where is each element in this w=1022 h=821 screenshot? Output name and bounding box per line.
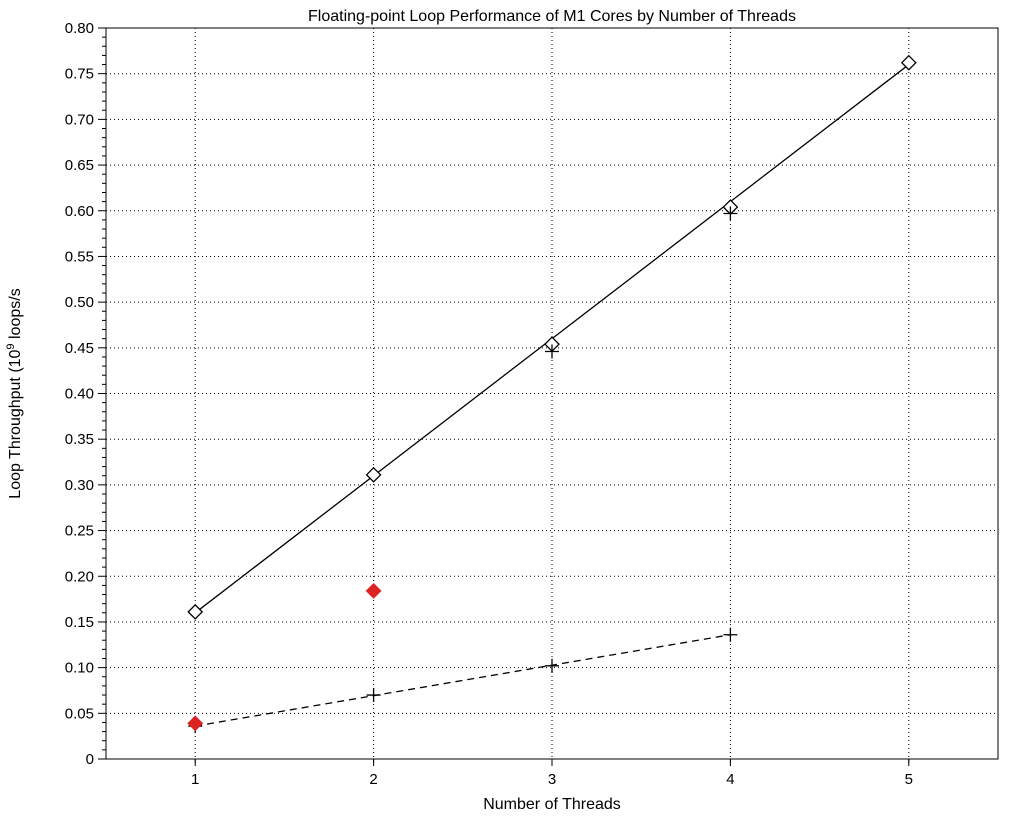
data-point-plus: [545, 344, 559, 359]
data-point-open-diamond: [900, 54, 917, 71]
y-tick-label: 0.05: [65, 705, 94, 722]
y-axis-label-main: Loop Throughput (10: [7, 349, 24, 498]
data-point-plus: [366, 688, 381, 703]
data-point-open-diamond: [187, 603, 204, 620]
y-tick-label: 0.60: [65, 203, 94, 220]
x-tick-label: 3: [548, 771, 556, 788]
y-tick-label: 0.15: [65, 614, 94, 631]
y-tick-label: 0.40: [65, 386, 94, 403]
data-point-open-diamond: [365, 466, 382, 483]
axis-ticks: 0 0.05 0.10 0.15 0.20 0.25 0.30 0.35 0.40 0.45 0.5…: [65, 20, 913, 788]
y-tick-label: 0.55: [65, 248, 94, 265]
data-point-plus: [545, 658, 559, 673]
y-tick-label: 0.10: [65, 660, 94, 677]
x-axis-label: Number of Threads: [483, 796, 621, 813]
fit-line-dashed: [195, 634, 731, 727]
y-tick-label: 0.25: [65, 523, 94, 540]
chart-title: Floating-point Loop Performance of M1 Co…: [308, 8, 796, 25]
fit-lines: [194, 64, 910, 727]
plot-frame: [105, 27, 999, 760]
x-tick-label: 2: [369, 771, 377, 788]
y-tick-label: 0.75: [65, 66, 94, 83]
x-tick-label: 1: [191, 771, 199, 788]
y-tick-label: 0.35: [65, 431, 94, 448]
y-axis-label: Loop Throughput (109 loops/s: [5, 288, 24, 498]
y-tick-label: 0.20: [65, 568, 94, 585]
data-point-filled-diamond: [365, 582, 382, 599]
data-points: [187, 54, 917, 734]
data-point-filled-diamond: [187, 715, 204, 732]
y-tick-label: 0.70: [65, 111, 94, 128]
y-tick-label: 0.30: [65, 477, 94, 494]
y-tick-label: 0.80: [65, 20, 94, 37]
data-point-plus: [723, 627, 738, 642]
y-tick-label: 0.65: [65, 157, 94, 174]
x-tick-label: 4: [726, 771, 734, 788]
y-axis-label-unit: loops/s: [7, 288, 24, 343]
data-point-plus: [723, 206, 738, 221]
y-tick-label: 0.50: [65, 294, 94, 311]
y-tick-label: 0: [86, 751, 94, 768]
y-axis-label-exponent: 9: [5, 343, 17, 349]
x-tick-label: 5: [905, 771, 913, 788]
grid-lines: [106, 28, 998, 759]
y-tick-label: 0.45: [65, 340, 94, 357]
